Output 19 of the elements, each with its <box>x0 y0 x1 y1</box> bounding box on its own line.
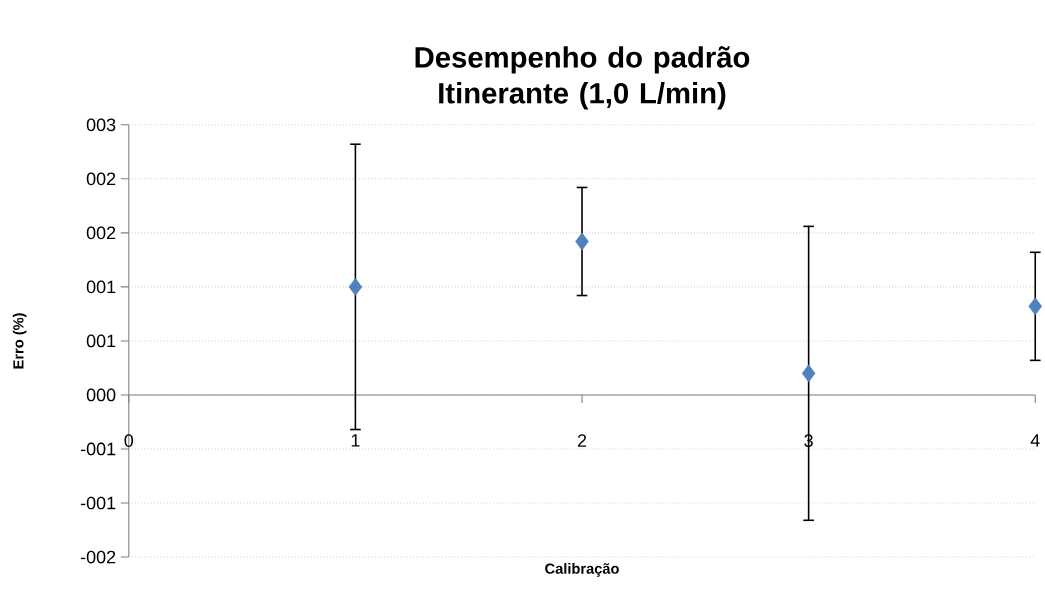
point <box>575 232 589 251</box>
y-tick-label: -002 <box>80 550 116 564</box>
y-tick-label: -001 <box>80 496 116 510</box>
y-tick-label: 001 <box>86 280 116 294</box>
y-tick-label: 001 <box>86 334 116 348</box>
y-tick-label: 000 <box>86 388 116 402</box>
y-tick-label: 002 <box>86 226 116 240</box>
y-tick-label: 002 <box>86 172 116 186</box>
y-tick-label: -001 <box>80 442 116 456</box>
chart-title: Desempenho do padrão Itinerante (1,0 L/min) <box>415 46 750 110</box>
x-tick-label: 2 <box>577 434 587 447</box>
x-tick-label: 1 <box>351 434 360 447</box>
point <box>348 277 363 296</box>
x-axis-title: Calibração <box>545 563 619 577</box>
y-tick-label: 003 <box>86 118 116 132</box>
point <box>801 364 816 383</box>
x-tick-label: 4 <box>1030 434 1040 447</box>
x-tick-label: 0 <box>124 434 134 447</box>
y-axis-title: Erro (%) <box>12 313 27 369</box>
